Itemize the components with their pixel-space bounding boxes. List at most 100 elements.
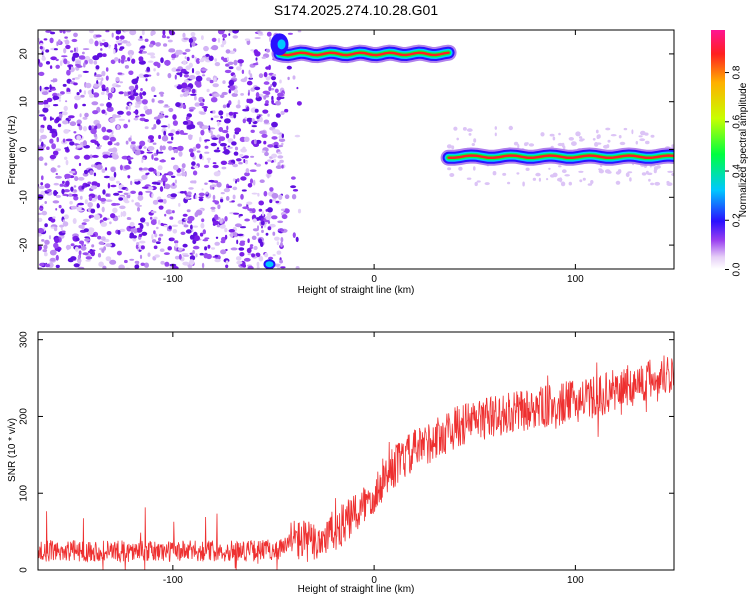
- noise-speck: [187, 191, 192, 196]
- noise-speck: [57, 249, 61, 252]
- noise-speck: [55, 64, 60, 69]
- noise-speck: [277, 144, 284, 148]
- noise-speck: [212, 220, 220, 226]
- noise-speck: [204, 246, 208, 251]
- noise-speck: [129, 258, 135, 261]
- noise-speck: [208, 55, 214, 62]
- noise-speck: [38, 114, 45, 117]
- noise-speck: [147, 172, 150, 175]
- noise-speck: [129, 30, 137, 36]
- noise-speck: [228, 79, 235, 86]
- noise-speck: [149, 52, 156, 56]
- noise-speck: [160, 57, 164, 64]
- noise-speck: [159, 145, 163, 152]
- noise-speck: [221, 166, 227, 170]
- noise-speck: [223, 188, 231, 193]
- noise-speck: [99, 197, 107, 202]
- noise-speck: [107, 92, 113, 99]
- noise-speck: [271, 121, 278, 128]
- noise-speck: [142, 167, 149, 171]
- snr-axes: -100 0 100 0 100 200 300: [19, 331, 674, 586]
- noise-speck: [153, 216, 158, 220]
- noise-speck: [263, 140, 267, 145]
- noise-speck: [185, 229, 192, 234]
- noise-speck: [278, 194, 283, 200]
- noise-speck: [141, 30, 145, 36]
- noise-speck: [44, 223, 48, 228]
- noise-speck: [74, 246, 79, 252]
- y-tick-label: 10: [19, 96, 30, 108]
- noise-speck: [55, 175, 62, 179]
- noise-speck: [182, 261, 190, 266]
- noise-speck: [43, 116, 47, 121]
- noise-speck: [251, 253, 256, 258]
- noise-speck: [213, 93, 220, 98]
- noise-speck: [157, 180, 163, 183]
- noise-speck: [242, 264, 247, 268]
- noise-speck: [55, 208, 58, 211]
- noise-speck: [38, 246, 42, 250]
- noise-speck: [590, 180, 594, 184]
- noise-speck: [575, 131, 581, 137]
- noise-speck: [446, 144, 452, 149]
- ridge-0: [271, 44, 457, 64]
- noise-speck: [78, 125, 83, 131]
- noise-speck: [234, 127, 242, 133]
- noise-speck: [98, 241, 105, 245]
- noise-speck: [128, 104, 132, 111]
- noise-speck: [155, 42, 162, 47]
- noise-speck: [88, 38, 94, 45]
- noise-speck: [152, 199, 159, 205]
- noise-speck: [235, 104, 241, 109]
- noise-speck: [59, 30, 63, 34]
- noise-speck: [54, 237, 60, 244]
- noise-speck: [70, 205, 77, 210]
- noise-speck: [50, 218, 56, 223]
- noise-speck: [252, 218, 257, 223]
- noise-speck: [182, 243, 188, 248]
- noise-speck: [113, 49, 116, 55]
- noise-speck: [106, 129, 113, 133]
- noise-speck: [193, 165, 199, 169]
- noise-speck: [194, 95, 197, 101]
- noise-speck: [106, 102, 112, 108]
- noise-speck: [200, 129, 205, 136]
- noise-speck: [97, 235, 102, 240]
- noise-speck: [119, 205, 126, 210]
- noise-speck: [535, 172, 541, 177]
- noise-speck: [549, 133, 555, 137]
- noise-speck: [55, 148, 61, 152]
- noise-speck: [127, 157, 134, 160]
- noise-speck: [63, 214, 69, 220]
- noise-speck: [140, 262, 145, 266]
- noise-speck: [250, 155, 255, 158]
- noise-speck: [275, 263, 281, 266]
- noise-speck: [274, 236, 280, 241]
- noise-speck: [247, 253, 252, 256]
- noise-speck: [92, 110, 99, 115]
- noise-speck: [225, 112, 229, 117]
- noise-speck: [82, 140, 87, 147]
- noise-speck: [49, 65, 53, 69]
- noise-speck: [115, 84, 121, 88]
- noise-speck: [184, 56, 187, 59]
- noise-speck: [284, 194, 290, 199]
- noise-speck: [129, 53, 133, 59]
- noise-speck: [226, 125, 229, 131]
- noise-speck: [131, 58, 136, 64]
- noise-speck: [90, 208, 96, 214]
- noise-speck: [280, 110, 285, 115]
- noise-speck: [82, 252, 89, 256]
- spectrogram-y-axis-label: Frequency (Hz): [7, 116, 18, 185]
- noise-speck: [244, 172, 250, 177]
- noise-speck: [147, 139, 151, 143]
- noise-speck: [177, 247, 183, 251]
- noise-speck: [462, 126, 467, 131]
- noise-speck: [53, 48, 58, 51]
- noise-speck: [218, 136, 226, 142]
- noise-speck: [153, 245, 158, 250]
- noise-speck: [143, 74, 150, 78]
- noise-speck: [168, 30, 172, 34]
- noise-speck: [579, 179, 583, 183]
- noise-speck: [122, 210, 127, 217]
